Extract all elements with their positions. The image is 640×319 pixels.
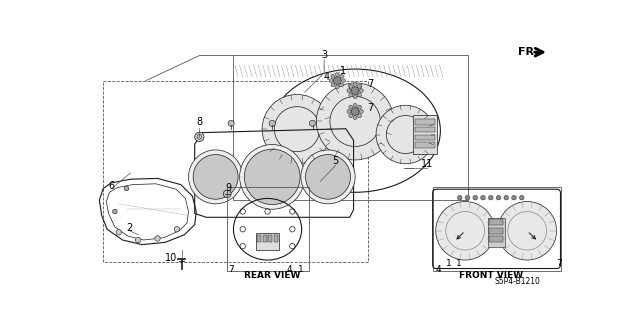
Circle shape bbox=[189, 150, 243, 204]
Circle shape bbox=[335, 72, 339, 76]
Circle shape bbox=[353, 83, 357, 86]
Bar bbox=[274, 235, 278, 241]
Text: 7: 7 bbox=[556, 259, 562, 268]
Text: 10: 10 bbox=[165, 253, 177, 263]
Circle shape bbox=[331, 74, 335, 78]
Circle shape bbox=[333, 77, 341, 85]
Text: 1: 1 bbox=[456, 259, 462, 268]
Text: 4: 4 bbox=[323, 72, 330, 82]
Circle shape bbox=[349, 93, 353, 97]
Bar bbox=[233, 55, 467, 200]
Circle shape bbox=[335, 85, 339, 89]
Circle shape bbox=[481, 195, 485, 200]
Circle shape bbox=[228, 120, 234, 126]
Circle shape bbox=[349, 105, 353, 109]
Circle shape bbox=[342, 79, 346, 83]
Circle shape bbox=[301, 150, 355, 204]
Text: 4: 4 bbox=[287, 265, 292, 274]
Text: 7: 7 bbox=[367, 79, 374, 90]
Text: 1: 1 bbox=[298, 265, 304, 274]
Text: 11: 11 bbox=[421, 159, 433, 169]
Circle shape bbox=[488, 195, 493, 200]
Text: 2: 2 bbox=[127, 224, 132, 234]
Circle shape bbox=[473, 195, 477, 200]
Circle shape bbox=[358, 105, 362, 109]
Circle shape bbox=[309, 120, 316, 126]
Circle shape bbox=[305, 154, 351, 199]
Circle shape bbox=[511, 195, 516, 200]
Text: 1: 1 bbox=[340, 66, 347, 76]
Bar bbox=[433, 187, 561, 271]
Circle shape bbox=[340, 83, 344, 87]
Circle shape bbox=[349, 114, 353, 118]
Circle shape bbox=[136, 237, 141, 243]
Circle shape bbox=[360, 109, 364, 113]
Circle shape bbox=[329, 79, 333, 83]
Circle shape bbox=[520, 195, 524, 200]
Circle shape bbox=[223, 190, 231, 198]
Circle shape bbox=[353, 116, 357, 120]
Bar bbox=[268, 235, 272, 241]
Bar bbox=[415, 127, 435, 132]
Circle shape bbox=[116, 230, 122, 235]
Circle shape bbox=[351, 108, 359, 115]
Circle shape bbox=[351, 87, 359, 94]
Circle shape bbox=[349, 84, 353, 88]
Circle shape bbox=[376, 105, 435, 164]
Circle shape bbox=[353, 95, 357, 99]
Text: 1: 1 bbox=[446, 259, 452, 268]
Circle shape bbox=[174, 226, 180, 232]
Text: REAR VIEW: REAR VIEW bbox=[244, 271, 300, 280]
Bar bbox=[489, 219, 503, 226]
Bar bbox=[227, 187, 308, 271]
Bar bbox=[415, 119, 435, 124]
Circle shape bbox=[113, 209, 117, 214]
Bar bbox=[263, 235, 267, 241]
Bar bbox=[488, 218, 505, 247]
Text: 9: 9 bbox=[225, 183, 231, 193]
Circle shape bbox=[239, 145, 305, 209]
Bar bbox=[415, 142, 435, 148]
Circle shape bbox=[436, 202, 495, 260]
Circle shape bbox=[331, 83, 335, 87]
Circle shape bbox=[498, 202, 557, 260]
Text: 8: 8 bbox=[196, 117, 202, 127]
Circle shape bbox=[316, 83, 394, 160]
Bar bbox=[415, 135, 435, 140]
Circle shape bbox=[347, 109, 351, 113]
Bar bbox=[413, 115, 436, 154]
Bar bbox=[257, 235, 261, 241]
Circle shape bbox=[358, 93, 362, 97]
Circle shape bbox=[458, 195, 462, 200]
Circle shape bbox=[193, 154, 238, 199]
Text: 3: 3 bbox=[321, 50, 327, 60]
Circle shape bbox=[465, 195, 470, 200]
Circle shape bbox=[262, 94, 332, 164]
Circle shape bbox=[496, 195, 501, 200]
Text: FRONT VIEW: FRONT VIEW bbox=[459, 271, 523, 280]
Circle shape bbox=[358, 84, 362, 88]
Text: 4: 4 bbox=[436, 265, 442, 274]
Bar bbox=[103, 81, 368, 262]
Circle shape bbox=[347, 89, 351, 93]
Circle shape bbox=[155, 236, 160, 241]
Circle shape bbox=[504, 195, 509, 200]
Circle shape bbox=[358, 114, 362, 118]
Text: FR.: FR. bbox=[518, 47, 538, 57]
Bar bbox=[489, 228, 503, 234]
Circle shape bbox=[269, 120, 275, 126]
Bar bbox=[256, 233, 279, 250]
Circle shape bbox=[340, 74, 344, 78]
Circle shape bbox=[353, 103, 357, 107]
Text: 5: 5 bbox=[333, 157, 339, 167]
Circle shape bbox=[360, 89, 364, 93]
Bar bbox=[489, 236, 503, 242]
Circle shape bbox=[124, 186, 129, 191]
Circle shape bbox=[195, 132, 204, 141]
Circle shape bbox=[244, 149, 300, 204]
Text: 7: 7 bbox=[367, 103, 374, 113]
Text: 7: 7 bbox=[228, 265, 234, 274]
Text: 6: 6 bbox=[109, 181, 115, 191]
Text: S5P4-B1210: S5P4-B1210 bbox=[495, 277, 541, 286]
